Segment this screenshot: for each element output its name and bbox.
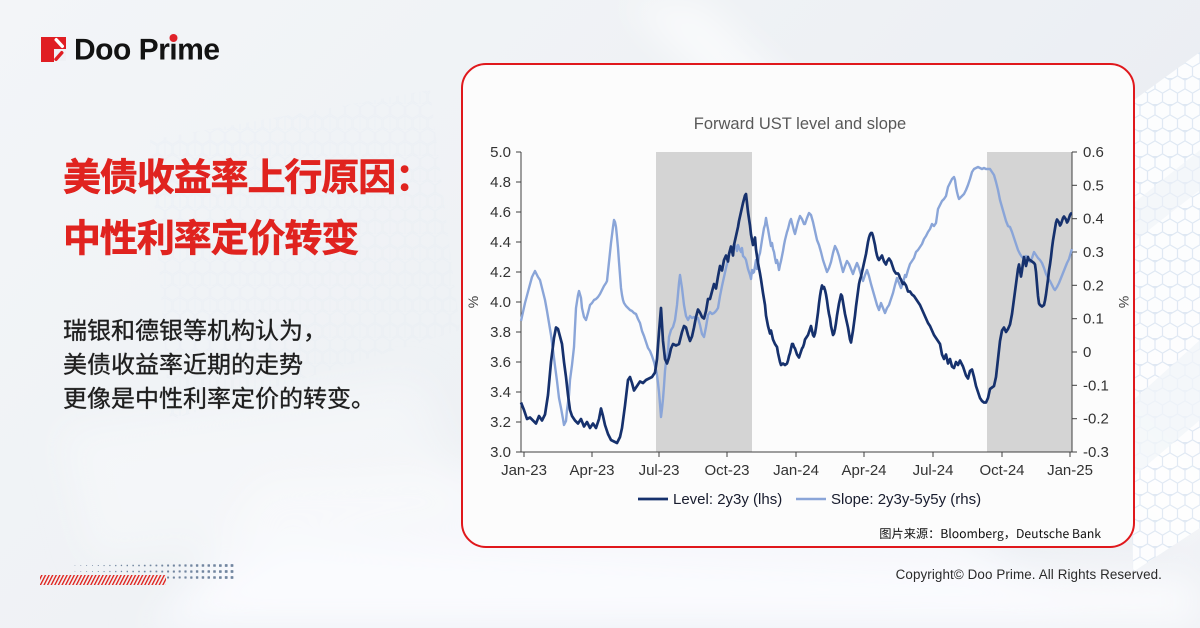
svg-text:0.6: 0.6 (1083, 144, 1104, 161)
svg-text:0: 0 (1083, 344, 1091, 361)
svg-text:-0.3: -0.3 (1083, 444, 1109, 461)
svg-text:-0.1: -0.1 (1083, 377, 1109, 394)
svg-text:3.2: 3.2 (490, 414, 511, 431)
svg-text:Jul-24: Jul-24 (913, 462, 954, 479)
svg-text:0.1: 0.1 (1083, 311, 1104, 328)
svg-text:Jan-24: Jan-24 (773, 462, 819, 479)
svg-text:Apr-24: Apr-24 (841, 462, 886, 479)
svg-text:3.4: 3.4 (490, 384, 511, 401)
svg-text:4.0: 4.0 (490, 294, 511, 311)
svg-text:0.2: 0.2 (1083, 277, 1104, 294)
svg-text:%: % (1116, 296, 1132, 308)
svg-text:Level: 2y3y (lhs): Level: 2y3y (lhs) (673, 491, 782, 508)
svg-text:Jul-23: Jul-23 (639, 462, 680, 479)
svg-text:Jan-25: Jan-25 (1047, 462, 1093, 479)
svg-text:3.8: 3.8 (490, 324, 511, 341)
svg-text:0.4: 0.4 (1083, 211, 1104, 228)
svg-text:4.6: 4.6 (490, 204, 511, 221)
svg-text:4.8: 4.8 (490, 174, 511, 191)
svg-text:Oct-23: Oct-23 (704, 462, 749, 479)
svg-text:-0.2: -0.2 (1083, 411, 1109, 428)
svg-text:0.3: 0.3 (1083, 244, 1104, 261)
svg-text:Slope: 2y3y-5y5y (rhs): Slope: 2y3y-5y5y (rhs) (831, 491, 981, 508)
svg-text:Oct-24: Oct-24 (979, 462, 1024, 479)
svg-text:Forward UST level and slope: Forward UST level and slope (694, 115, 906, 133)
svg-text:Apr-23: Apr-23 (569, 462, 614, 479)
svg-text:%: % (465, 296, 481, 308)
svg-text:4.2: 4.2 (490, 264, 511, 281)
svg-text:4.4: 4.4 (490, 234, 511, 251)
svg-text:5.0: 5.0 (490, 144, 511, 161)
svg-text:3.0: 3.0 (490, 444, 511, 461)
svg-text:Jan-23: Jan-23 (501, 462, 547, 479)
svg-text:0.5: 0.5 (1083, 177, 1104, 194)
svg-text:3.6: 3.6 (490, 354, 511, 371)
